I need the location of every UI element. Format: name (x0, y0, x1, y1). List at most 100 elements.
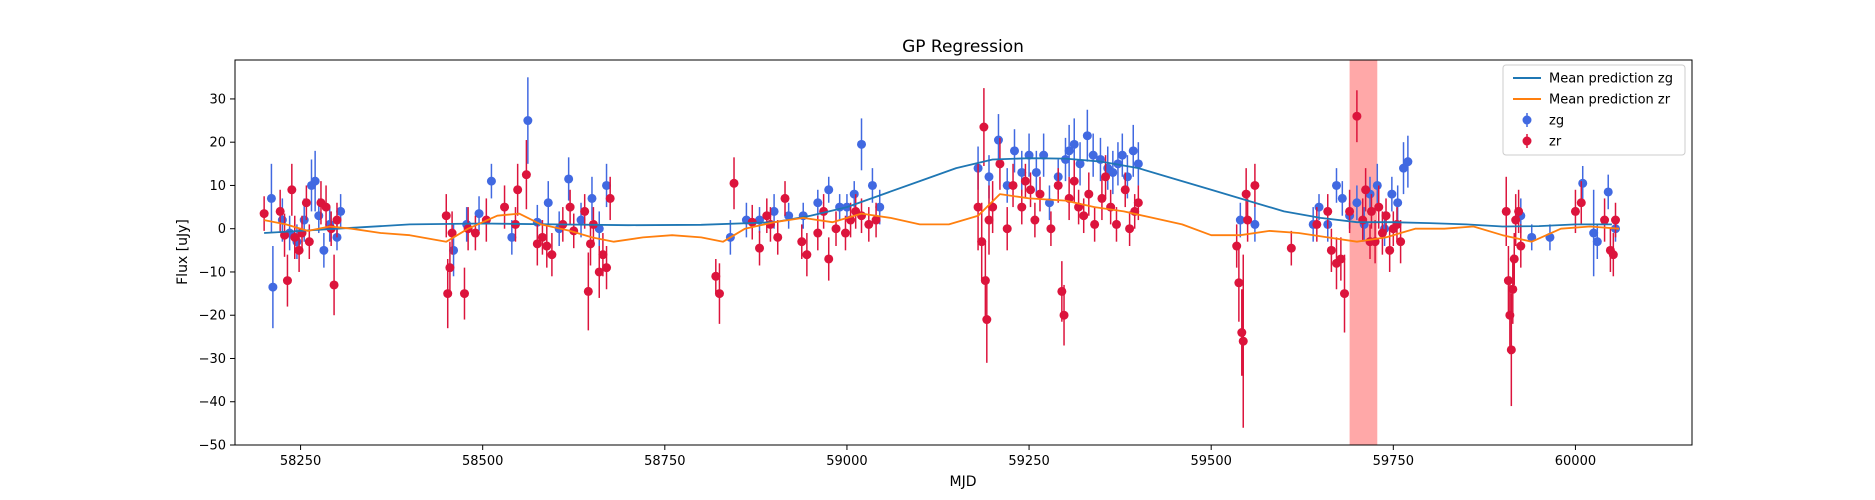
zr-data-point (542, 241, 552, 251)
zg-data-point (1399, 163, 1409, 173)
zg-data-point (857, 139, 867, 149)
zr-data-point (1576, 198, 1586, 208)
zr-data-point (290, 232, 300, 242)
x-tick-label: 58750 (644, 454, 685, 469)
zr-data-point (1030, 215, 1040, 225)
zr-data-point (594, 267, 604, 277)
zg-data-point (1603, 187, 1613, 197)
x-tick-label: 59500 (1191, 454, 1232, 469)
zr-data-point (1514, 206, 1524, 216)
zg-data-point (875, 202, 885, 212)
zr-data-point (1008, 180, 1018, 190)
zr-data-point (1234, 278, 1244, 288)
zr-data-point (1396, 237, 1406, 247)
zr-data-point (1501, 206, 1511, 216)
zr-data-point (1381, 211, 1391, 221)
y-tick-label: 0 (218, 222, 226, 237)
zr-data-point (729, 178, 739, 188)
zg-data-point (1039, 150, 1049, 160)
zg-data-point (319, 245, 329, 255)
zr-data-point (1570, 206, 1580, 216)
zr-data-point (1506, 345, 1516, 355)
y-tick-label: −20 (199, 309, 226, 324)
x-tick-label: 58250 (280, 454, 321, 469)
zg-data-point (1088, 150, 1098, 160)
zr-data-point (521, 170, 531, 180)
zr-data-point (441, 211, 451, 221)
zg-data-point (813, 198, 823, 208)
zr-data-point (583, 286, 593, 296)
zg-data-point (576, 215, 586, 225)
zr-data-point (1111, 219, 1121, 229)
zg-errorbar-layer (266, 77, 1621, 329)
zr-data-point (329, 280, 339, 290)
zr-data-point (840, 228, 850, 238)
zr-data-point (1286, 243, 1296, 253)
zr-data-point (714, 289, 724, 299)
zr-data-point (1097, 193, 1107, 203)
zr-data-point (780, 193, 790, 203)
chart-title: GP Regression (902, 37, 1024, 57)
legend-label: Mean prediction zr (1549, 93, 1671, 108)
zr-data-point (1241, 189, 1251, 199)
zr-data-point (1323, 206, 1333, 216)
zg-data-point (266, 193, 276, 203)
zr-data-point (1238, 336, 1248, 346)
zr-data-point (1035, 189, 1045, 199)
zg-data-point (507, 232, 517, 242)
zg-data-point (543, 198, 553, 208)
zg-data-point (336, 206, 346, 216)
zr-data-point (824, 254, 834, 264)
zg-data-point (1578, 178, 1588, 188)
zr-data-point (857, 211, 867, 221)
zr-data-point (1611, 215, 1621, 225)
zr-data-point (447, 228, 457, 238)
zg-data-point (1314, 202, 1324, 212)
zr-data-point (1509, 254, 1519, 264)
zg-data-point (602, 180, 612, 190)
zg-data-point (1133, 159, 1143, 169)
zr-data-point (443, 289, 453, 299)
zg-data-point (1337, 193, 1347, 203)
y-tick-label: 20 (209, 136, 226, 151)
legend-label: zr (1549, 135, 1562, 150)
x-tick-label: 58500 (462, 454, 503, 469)
zg-data-point (1331, 180, 1341, 190)
zg-data-point (1387, 189, 1397, 199)
zr-data-point (813, 228, 823, 238)
zr-data-point (532, 239, 542, 249)
legend-label: Mean prediction zg (1549, 72, 1673, 87)
zr-data-point (802, 250, 812, 260)
zg-data-point (1017, 167, 1027, 177)
zr-data-point (980, 276, 990, 286)
zr-data-point (470, 228, 480, 238)
zr-data-point (282, 276, 292, 286)
zg-data-point (1589, 228, 1599, 238)
zr-data-point (547, 250, 557, 260)
zr-data-point (1377, 228, 1387, 238)
zr-data-point (1250, 180, 1260, 190)
y-tick-label: 10 (209, 179, 226, 194)
zr-data-point (1090, 219, 1100, 229)
zr-errorbar-layer (259, 88, 1621, 428)
zr-data-point (445, 263, 455, 273)
zg-data-point (564, 174, 574, 184)
zr-data-point (1101, 172, 1111, 182)
zr-data-point (1069, 176, 1079, 186)
zr-data-point (1020, 176, 1030, 186)
y-tick-label: −30 (199, 352, 226, 367)
x-tick-label: 60000 (1555, 454, 1596, 469)
zr-data-point (1017, 202, 1027, 212)
zr-data-point (259, 209, 269, 219)
zr-data-point (973, 202, 983, 212)
x-axis-label: MJD (950, 474, 977, 490)
zr-data-point (1345, 206, 1355, 216)
zg-data-point (1352, 198, 1362, 208)
zr-data-point (513, 185, 523, 195)
zr-data-point (1059, 310, 1069, 320)
zg-data-point (1128, 146, 1138, 156)
highlight-region (1349, 60, 1378, 445)
zr-data-point (984, 215, 994, 225)
zr-data-point (871, 215, 881, 225)
